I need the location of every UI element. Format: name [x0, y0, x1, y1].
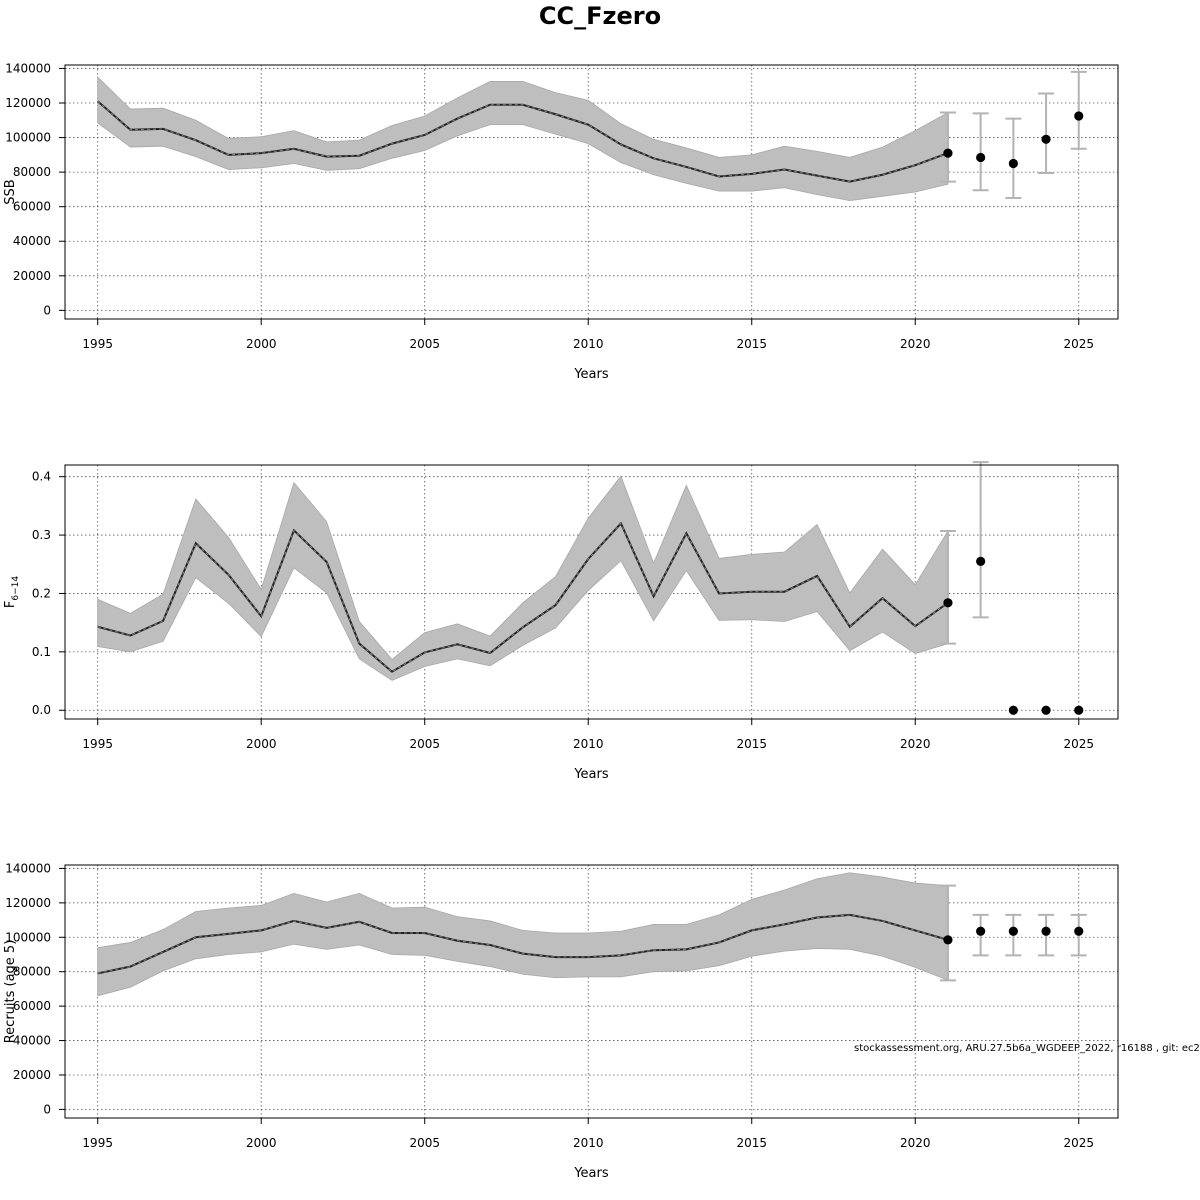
x-tick-label: 1995 — [82, 1136, 113, 1150]
chart-panel-1: 1995 2000 2005 2010 2015 2020 2025 0 20000 40000 6… — [3, 61, 1119, 382]
projection-point — [1074, 111, 1084, 121]
projection-point — [1041, 926, 1051, 936]
y-tick-label: 0 — [43, 1102, 51, 1116]
x-tick-label: 2005 — [409, 337, 440, 351]
projection-point — [1008, 705, 1018, 715]
estimate-line-dashes — [97, 914, 949, 974]
projection-point — [1008, 926, 1018, 936]
projection-point — [1041, 134, 1051, 144]
figure-title: CC_Fzero — [539, 2, 661, 30]
estimate-line-dashes — [97, 100, 949, 183]
x-axis-label: Years — [573, 1166, 609, 1181]
y-tick-label: 40000 — [13, 234, 51, 248]
y-tick-label: 40000 — [13, 1034, 51, 1048]
y-tick-label: 0.1 — [32, 645, 51, 659]
x-tick-label: 2015 — [736, 337, 767, 351]
projection-point — [943, 598, 953, 608]
y-tick-label: 100000 — [5, 930, 51, 944]
confidence-band — [97, 76, 949, 202]
x-tick-label: 2025 — [1063, 337, 1094, 351]
x-tick-label: 2005 — [409, 737, 440, 751]
plot-frame — [64, 64, 1119, 320]
x-tick-label: 2005 — [409, 1136, 440, 1150]
y-tick-label: 140000 — [5, 861, 51, 875]
projection-point — [976, 556, 986, 566]
panels-container: 1995 2000 2005 2010 2015 2020 2025020000400006… — [3, 61, 1119, 1181]
y-tick-label: 80000 — [13, 165, 51, 179]
x-tick-label: 2025 — [1063, 737, 1094, 751]
x-tick-label: 2010 — [573, 737, 604, 751]
y-tick-label: 0.2 — [32, 586, 51, 600]
x-tick-label: 2000 — [246, 737, 277, 751]
x-tick-label: 2020 — [900, 1136, 931, 1150]
y-axis-label-subscript: 6−14 — [11, 576, 21, 601]
x-axis-label: Years — [573, 767, 609, 782]
footer-credit: stockassessment.org, ARU.27.5b6a_WGDEEP_… — [854, 1043, 1200, 1054]
projection-point — [943, 148, 953, 158]
y-tick-label: 0.0 — [32, 703, 51, 717]
y-tick-label: 60000 — [13, 200, 51, 214]
x-tick-label: 2000 — [246, 337, 277, 351]
chart-panel-3: 1995 2000 2005 2010 2015 2020 2025 0 20000 40000 6… — [3, 861, 1119, 1181]
x-tick-label: 2015 — [736, 1136, 767, 1150]
y-tick-label: 120000 — [5, 96, 51, 110]
y-tick-label: 0 — [43, 303, 51, 317]
projection-point — [976, 926, 986, 936]
x-tick-label: 1995 — [82, 337, 113, 351]
y-axis-label: Recruits (age 5) — [3, 940, 18, 1044]
x-tick-label: 2020 — [900, 737, 931, 751]
projection-point — [1041, 705, 1051, 715]
y-axis-label: F6−14 — [3, 576, 21, 608]
plot-frame — [64, 864, 1119, 1119]
confidence-band — [97, 475, 949, 681]
x-tick-label: 2000 — [246, 1136, 277, 1150]
y-tick-label: 140000 — [5, 61, 51, 75]
x-tick-label: 1995 — [82, 737, 113, 751]
projection-point — [976, 152, 986, 163]
x-tick-label: 2010 — [573, 337, 604, 351]
y-tick-label: 120000 — [5, 896, 51, 910]
projection-point — [943, 935, 953, 945]
y-tick-label: 100000 — [5, 131, 51, 145]
x-tick-label: 2015 — [736, 737, 767, 751]
y-tick-label: 20000 — [13, 269, 51, 283]
plot-frame — [64, 464, 1119, 720]
x-tick-label: 2020 — [900, 337, 931, 351]
projection-point — [1074, 926, 1084, 936]
y-tick-label: 80000 — [13, 965, 51, 979]
y-tick-label: 60000 — [13, 999, 51, 1013]
chart-panel-2: 1995 2000 2005 2010 2015 2020 2025 0.0 0.1 0.2 0.3… — [3, 461, 1119, 782]
y-tick-label: 0.3 — [32, 528, 51, 542]
y-tick-label: 0.4 — [32, 470, 51, 484]
y-axis-label: SSB — [3, 179, 18, 204]
x-tick-label: 2025 — [1063, 1136, 1094, 1150]
x-axis-label: Years — [573, 367, 609, 382]
x-tick-label: 2010 — [573, 1136, 604, 1150]
y-tick-label: 20000 — [13, 1068, 51, 1082]
projection-point — [1008, 158, 1018, 169]
projection-point — [1074, 705, 1084, 715]
estimate-line-dashes — [97, 522, 949, 673]
